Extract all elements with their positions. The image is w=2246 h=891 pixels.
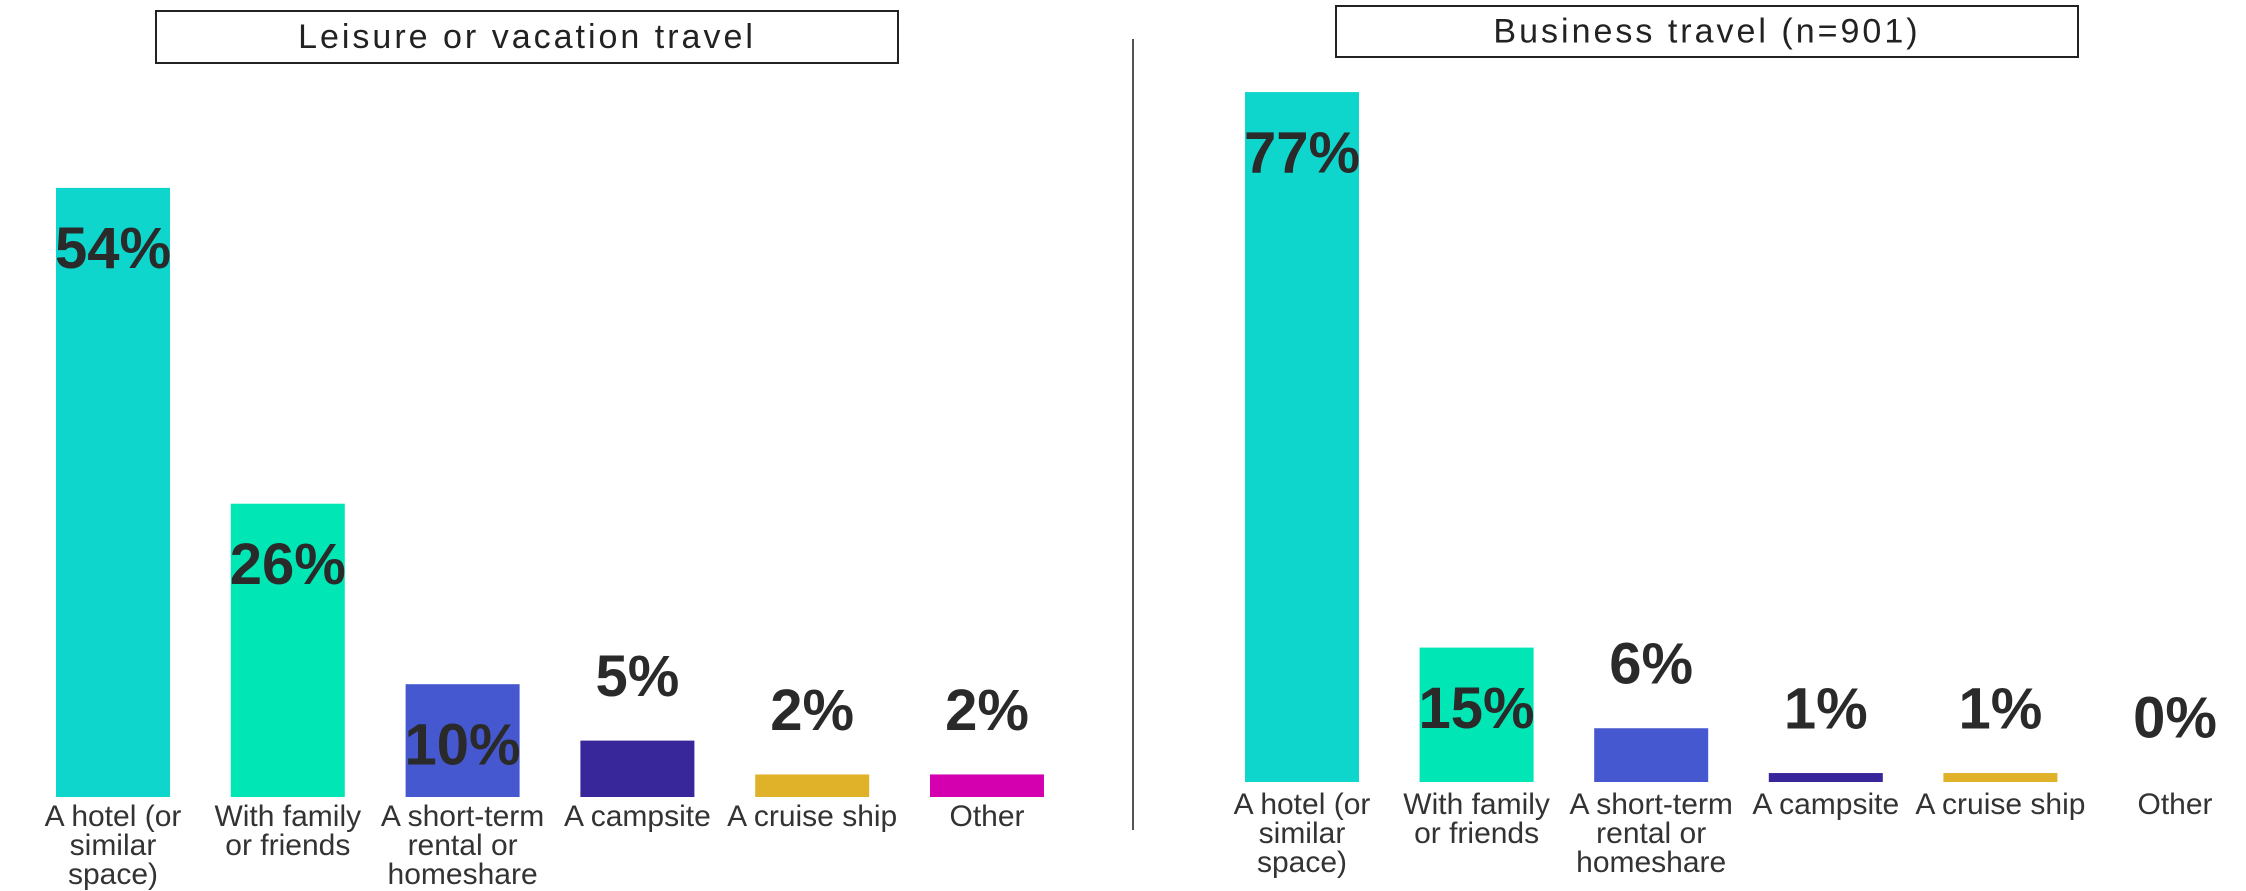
x-tick-label: A campsite	[564, 800, 711, 833]
x-tick-label: A hotel (or similar space)	[1233, 788, 1371, 879]
title-box	[155, 10, 899, 64]
value-label: 1%	[1784, 676, 1868, 741]
value-label: 1%	[1958, 676, 2042, 741]
x-tick-label: A campsite	[1752, 788, 1900, 821]
value-label: 2%	[945, 678, 1029, 743]
value-label: 10%	[405, 713, 521, 778]
x-tick-label: A cruise ship	[1915, 788, 2086, 821]
value-label: 54%	[55, 216, 171, 281]
bar	[56, 187, 170, 797]
bar	[930, 774, 1044, 797]
x-tick-label: A short-term rental or homeshare	[1569, 788, 1733, 879]
value-label: 6%	[1609, 632, 1693, 697]
bar	[580, 740, 695, 797]
x-tick-label: A cruise ship	[727, 800, 898, 833]
x-tick-label: Other	[2137, 788, 2213, 821]
x-tick-label: A short-term rental or homeshare	[380, 800, 545, 891]
bar	[230, 503, 345, 797]
x-tick-label: A hotel (or similar space)	[44, 800, 182, 891]
value-label: 77%	[1244, 120, 1360, 185]
bar	[1594, 728, 1709, 782]
x-tick-label: With family or friends	[1403, 788, 1550, 850]
value-label: 2%	[770, 678, 854, 743]
title-box	[1335, 5, 2079, 58]
chart-title: Business travel (n=901)	[1493, 12, 1920, 50]
bar	[755, 774, 870, 797]
bar	[1419, 647, 1534, 782]
x-tick-label: With family or friends	[214, 800, 362, 862]
bar	[1943, 773, 2058, 782]
value-label: 0%	[2133, 685, 2217, 750]
value-label: 15%	[1419, 676, 1535, 741]
value-label: 26%	[230, 532, 346, 597]
bar	[1245, 92, 1359, 782]
bar	[1768, 773, 1883, 782]
chart-title: Leisure or vacation travel	[298, 18, 756, 56]
x-tick-label: Other	[949, 800, 1025, 833]
value-label: 5%	[595, 644, 679, 709]
bar	[405, 684, 520, 797]
